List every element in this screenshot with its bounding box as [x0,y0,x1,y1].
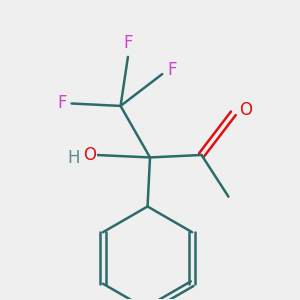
Text: O: O [239,101,252,119]
Text: O: O [83,146,96,164]
Text: F: F [168,61,177,80]
Text: H: H [67,149,80,167]
Text: F: F [58,94,67,112]
Text: F: F [123,34,133,52]
